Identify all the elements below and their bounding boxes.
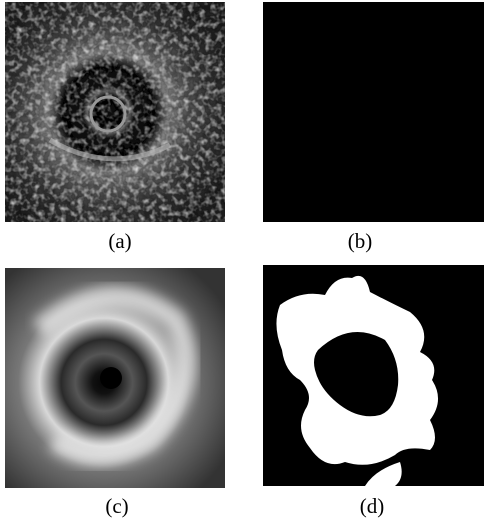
- caption: (a): [108, 229, 131, 253]
- image-a: [5, 2, 225, 222]
- caption: (d): [360, 494, 385, 518]
- image-c: [5, 268, 225, 488]
- caption: (c): [105, 494, 128, 518]
- caption: (b): [348, 229, 373, 253]
- image-b: [263, 2, 484, 222]
- figure: (a) (b) (c) (d): [0, 0, 488, 526]
- image-d: [263, 265, 484, 486]
